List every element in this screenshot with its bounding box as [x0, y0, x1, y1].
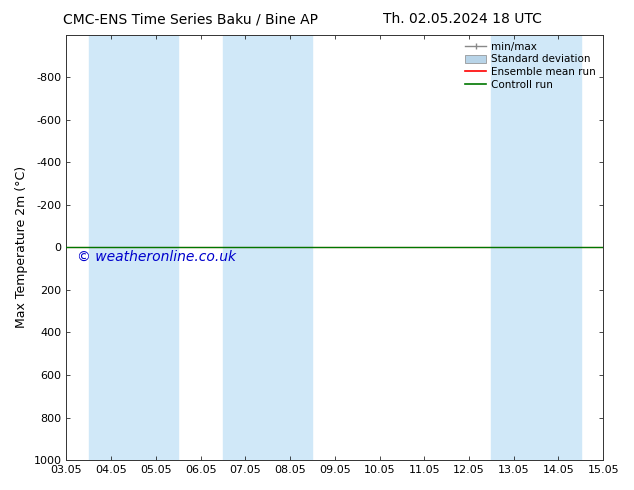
Text: © weatheronline.co.uk: © weatheronline.co.uk [77, 249, 236, 264]
Text: CMC-ENS Time Series Baku / Bine AP: CMC-ENS Time Series Baku / Bine AP [63, 12, 318, 26]
Y-axis label: Max Temperature 2m (°C): Max Temperature 2m (°C) [15, 166, 28, 328]
Text: Th. 02.05.2024 18 UTC: Th. 02.05.2024 18 UTC [384, 12, 542, 26]
Bar [89, 35, 178, 460]
Bar [223, 35, 313, 460]
Bar [491, 35, 581, 460]
Legend: min/max, Standard deviation, Ensemble mean run, Controll run: min/max, Standard deviation, Ensemble me… [463, 40, 598, 92]
